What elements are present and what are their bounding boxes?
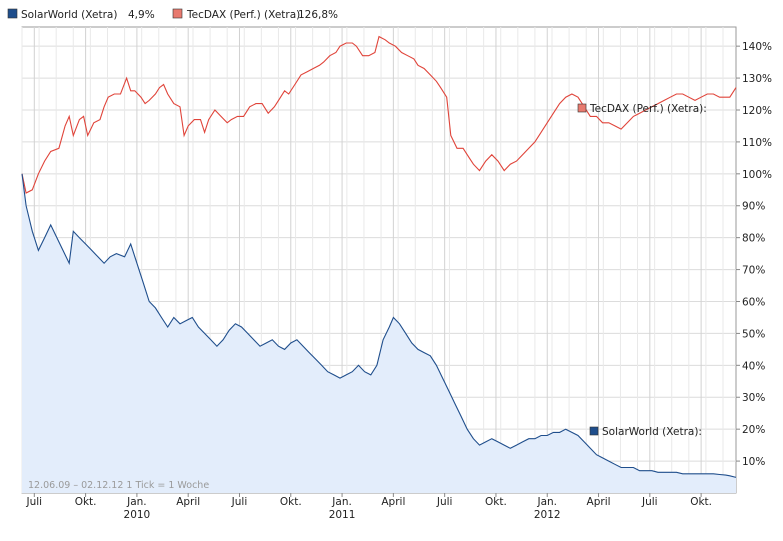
legend-label-tecdax: TecDAX (Perf.) (Xetra) bbox=[186, 9, 300, 21]
legend-item-solarworld[interactable]: SolarWorld (Xetra) 4,9% bbox=[7, 8, 155, 21]
y-tick-label: 50% bbox=[742, 328, 765, 340]
x-year-label: 2010 bbox=[124, 509, 151, 521]
end-label-swatch-solarworld bbox=[589, 426, 599, 436]
x-tick-label: Juli bbox=[26, 496, 43, 508]
legend-swatch-solarworld bbox=[7, 8, 18, 19]
y-tick-label: 130% bbox=[742, 73, 772, 85]
legend-label-solarworld: SolarWorld (Xetra) bbox=[21, 9, 117, 21]
legend: SolarWorld (Xetra) 4,9% TecDAX (Perf.) (… bbox=[7, 8, 338, 21]
legend-value-solarworld: 4,9% bbox=[128, 9, 155, 21]
y-tick-label: 20% bbox=[742, 424, 765, 436]
y-tick-label: 80% bbox=[742, 233, 765, 245]
y-tick-label: 120% bbox=[742, 105, 772, 117]
x-tick-label: Okt. bbox=[75, 496, 97, 508]
legend-value-tecdax: 126,8% bbox=[298, 9, 338, 21]
footer-note: 12.06.09 – 02.12.12 1 Tick = 1 Woche bbox=[28, 480, 209, 491]
series-line-solarworld[interactable] bbox=[21, 173, 737, 478]
legend-item-tecdax[interactable]: TecDAX (Perf.) (Xetra) 126,8% bbox=[172, 8, 338, 21]
y-tick-label: 60% bbox=[742, 296, 765, 308]
x-tick-label: Juli bbox=[436, 496, 453, 508]
x-tick-label: Jan. bbox=[331, 496, 352, 508]
series-area-solarworld bbox=[22, 173, 736, 494]
y-tick-label: 30% bbox=[742, 392, 765, 404]
x-tick-label: April bbox=[381, 496, 405, 508]
x-tick-label: Jan. bbox=[126, 496, 147, 508]
y-tick-label: 100% bbox=[742, 169, 772, 181]
legend-swatch-tecdax bbox=[172, 8, 183, 19]
y-tick-label: 40% bbox=[742, 360, 765, 372]
y-tick-label: 110% bbox=[742, 137, 772, 149]
x-tick-label: Jan. bbox=[536, 496, 557, 508]
x-tick-label: Okt. bbox=[280, 496, 302, 508]
y-tick-label: 10% bbox=[742, 456, 765, 468]
x-tick-label: April bbox=[176, 496, 200, 508]
x-tick-label: Okt. bbox=[690, 496, 712, 508]
y-tick-label: 70% bbox=[742, 265, 765, 277]
y-axis: 10% 20% 30% 40% 50% 60% 70% 80% 90% 100% 110% 120% 1… bbox=[736, 41, 772, 468]
x-tick-label: Okt. bbox=[485, 496, 507, 508]
y-tick-label: 90% bbox=[742, 201, 765, 213]
y-tick-label: 140% bbox=[742, 41, 772, 53]
x-tick-label: Juli bbox=[231, 496, 248, 508]
x-year-label: 2011 bbox=[329, 509, 356, 521]
x-year-label: 2012 bbox=[534, 509, 561, 521]
x-tick-label: Juli bbox=[641, 496, 658, 508]
series-end-labels: TecDAX (Perf.) (Xetra): SolarWorld (Xetra… bbox=[577, 103, 707, 438]
series-lines bbox=[21, 35, 737, 478]
end-label-swatch-tecdax bbox=[577, 103, 587, 113]
end-label-tecdax: TecDAX (Perf.) (Xetra): bbox=[589, 103, 707, 115]
end-label-solarworld: SolarWorld (Xetra): bbox=[602, 426, 702, 438]
series-line-tecdax[interactable] bbox=[21, 35, 737, 194]
x-tick-label: April bbox=[587, 496, 611, 508]
series-areas bbox=[22, 173, 736, 494]
